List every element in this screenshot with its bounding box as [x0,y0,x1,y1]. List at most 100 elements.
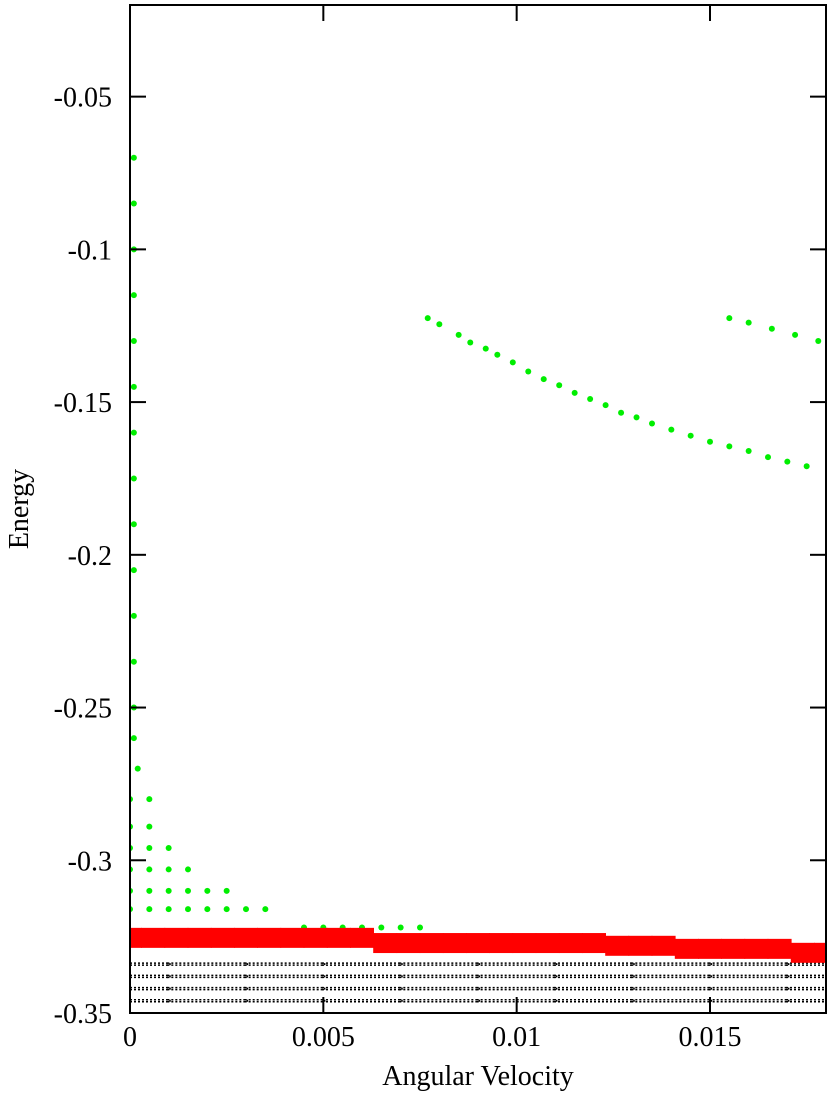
point [558,933,583,954]
point [768,325,775,332]
y-tick-label: -0.2 [68,541,112,572]
point [396,933,421,954]
point [303,927,328,948]
point [146,796,153,803]
point [373,933,398,954]
point [475,986,558,991]
point [442,933,467,954]
point [398,974,481,979]
point [687,432,694,439]
point [146,866,153,873]
point [350,927,374,948]
point [223,887,230,894]
point [803,463,810,470]
y-tick-label: -0.1 [68,235,112,266]
point [618,409,625,416]
point [321,986,403,991]
point [707,438,713,445]
point [257,927,282,948]
point [243,962,326,966]
x-tick-label: 0 [123,1022,137,1053]
point [243,986,326,991]
point [571,389,578,396]
point [280,927,305,948]
point [509,359,516,366]
point [130,658,137,665]
point [165,906,172,913]
point [146,823,153,830]
point [582,933,606,954]
point [553,986,635,991]
point [187,927,212,948]
point [130,735,137,742]
point [262,906,269,913]
point [466,933,490,954]
point [587,396,594,403]
point [745,447,752,454]
x-tick-label: 0.01 [492,1022,541,1053]
point [398,986,481,991]
point [204,887,211,894]
point [243,999,326,1003]
x-tick-label: 0.015 [679,1022,742,1053]
point [234,927,258,948]
y-tick-label: -0.25 [54,694,112,725]
point [467,339,474,346]
point [790,942,815,963]
point [146,906,153,913]
point [475,962,558,966]
point [605,935,630,956]
point [815,338,822,344]
point [455,331,462,338]
point [130,338,137,344]
point [674,938,699,959]
point [419,933,444,954]
y-tick-label: -0.05 [54,83,112,114]
point [130,521,137,528]
point [165,866,172,873]
point [130,986,171,991]
point [707,999,790,1003]
point [185,866,191,873]
point [512,933,537,954]
point [130,999,171,1003]
point [146,845,153,852]
point [707,974,790,979]
x-tick-label: 0.005 [292,1022,355,1053]
point [744,938,769,959]
point [630,962,713,966]
point [726,315,733,322]
point [792,331,799,338]
point [130,200,137,207]
x-axis-label: Angular Velocity [382,1061,574,1092]
point [146,887,153,894]
point [165,845,172,852]
point [397,924,404,931]
point [765,454,771,461]
point [707,962,790,966]
point [130,567,137,574]
point [525,368,532,375]
point [166,974,249,979]
point [130,292,137,299]
point [243,974,326,979]
point [649,420,655,427]
point [130,962,171,966]
y-tick-label: -0.15 [54,388,112,419]
y-tick-label: -0.35 [54,999,112,1030]
point [130,475,137,482]
point [166,999,249,1003]
point [398,962,481,966]
point [784,458,791,465]
point [321,962,403,966]
point [130,927,142,948]
point [726,443,733,450]
point [378,924,385,931]
point [785,999,826,1003]
point [489,933,514,954]
point [165,887,172,894]
point [651,935,676,956]
point [814,942,826,963]
point [535,933,560,954]
